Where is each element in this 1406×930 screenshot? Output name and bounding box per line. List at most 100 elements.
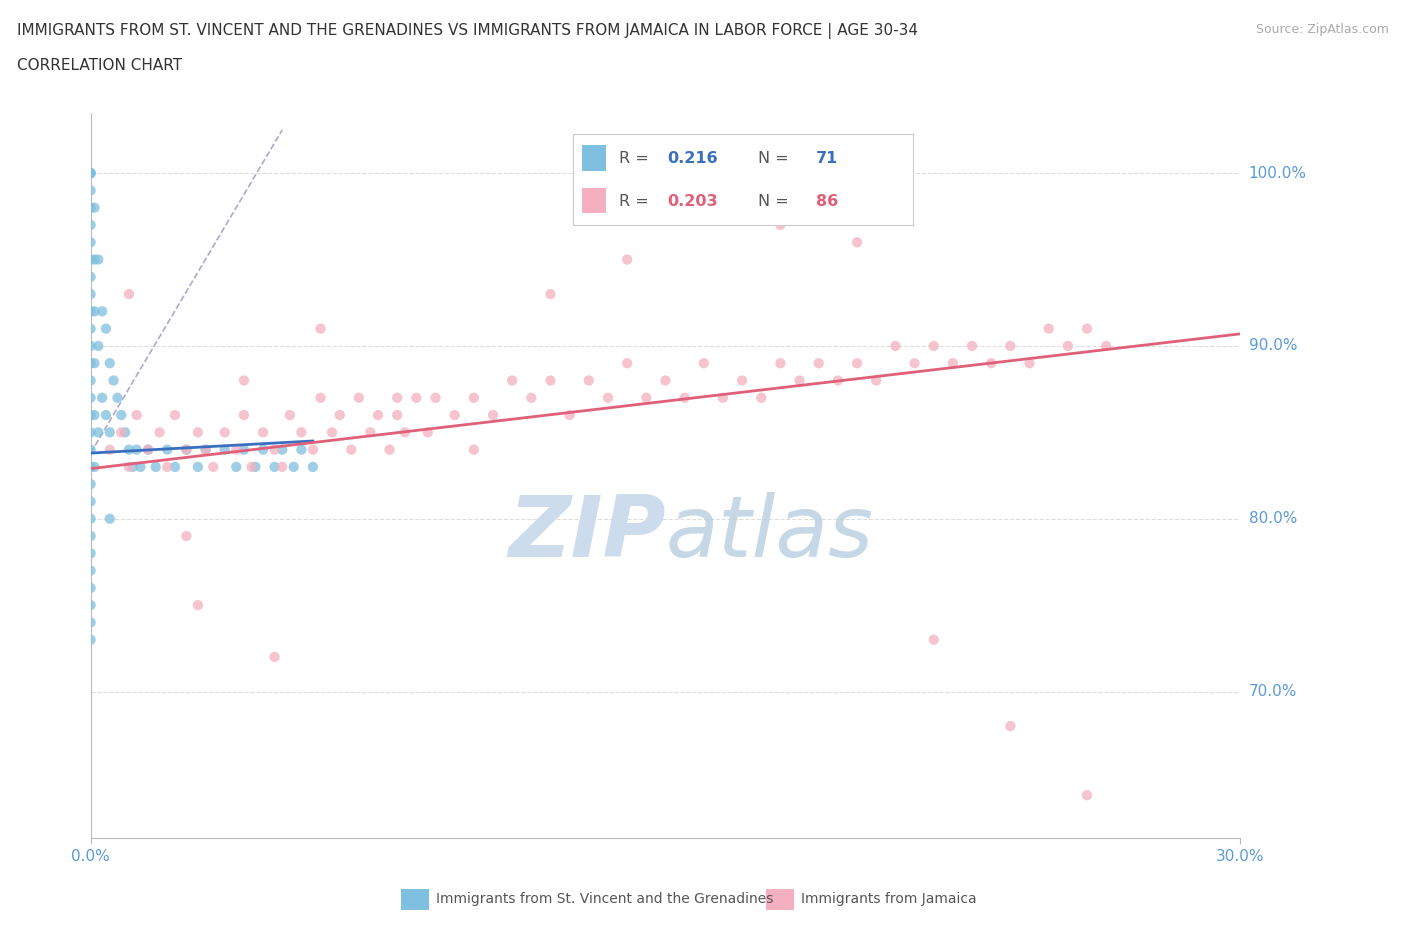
Point [378,442,401,457]
Point [83,304,105,319]
Point [110,425,132,440]
Point [240,459,263,474]
Point [136,442,159,457]
Point [922,339,945,353]
Point [558,407,581,422]
Point [394,425,416,440]
Point [540,373,562,388]
Point [252,425,274,440]
Point [214,425,236,440]
Point [749,391,772,405]
Point [176,528,198,543]
Point [1076,788,1098,803]
Point [187,459,209,474]
Point [98,425,121,440]
Point [79,442,101,457]
Point [79,234,101,249]
Point [79,564,101,578]
Point [654,373,676,388]
Point [1038,321,1060,336]
Point [232,407,254,422]
Point [79,615,101,630]
Point [263,442,285,457]
Point [79,166,101,180]
Point [79,286,101,301]
Point [194,442,217,457]
Point [846,356,869,371]
Point [263,649,285,664]
Point [359,425,381,440]
Point [443,407,465,422]
Point [79,407,101,422]
Text: atlas: atlas [665,492,873,575]
Point [79,546,101,561]
Point [79,339,101,353]
Point [693,356,716,371]
Point [1076,321,1098,336]
Point [83,459,105,474]
Point [387,407,409,422]
Point [225,459,247,474]
Point [87,252,110,267]
Point [463,442,485,457]
Point [187,425,209,440]
Point [309,391,332,405]
Point [321,425,343,440]
Point [673,391,696,405]
Point [107,391,129,405]
Point [79,321,101,336]
Point [110,407,132,422]
Point [578,373,600,388]
Point [79,373,101,388]
Point [98,356,121,371]
Text: CORRELATION CHART: CORRELATION CHART [17,58,181,73]
Point [1018,356,1040,371]
Point [846,234,869,249]
Point [79,183,101,198]
Point [367,407,389,422]
Point [79,598,101,613]
Text: IMMIGRANTS FROM ST. VINCENT AND THE GRENADINES VS IMMIGRANTS FROM JAMAICA IN LAB: IMMIGRANTS FROM ST. VINCENT AND THE GREN… [17,23,918,39]
Point [118,459,141,474]
Point [1000,719,1022,734]
Point [79,477,101,492]
Point [1056,339,1078,353]
Point [125,442,148,457]
Point [79,528,101,543]
Point [942,356,965,371]
Text: ZIP: ZIP [508,492,665,575]
Point [87,339,110,353]
Point [903,356,925,371]
Point [769,356,792,371]
Point [91,391,114,405]
Point [79,218,101,232]
Point [263,459,285,474]
Point [405,391,427,405]
Point [769,218,792,232]
Point [194,442,217,457]
Point [340,442,363,457]
Point [163,459,186,474]
Point [145,459,167,474]
Point [94,407,117,422]
Point [79,580,101,595]
Point [129,459,152,474]
Point [79,494,101,509]
Text: 80.0%: 80.0% [1249,512,1296,526]
Point [149,425,172,440]
Point [302,459,325,474]
Point [636,391,658,405]
Point [347,391,370,405]
Point [616,356,638,371]
Point [711,391,734,405]
Point [118,442,141,457]
Point [290,425,312,440]
Point [693,183,716,198]
Point [163,407,186,422]
Point [91,304,114,319]
Point [79,304,101,319]
Point [252,442,274,457]
Point [176,442,198,457]
Point [416,425,439,440]
Point [271,442,294,457]
